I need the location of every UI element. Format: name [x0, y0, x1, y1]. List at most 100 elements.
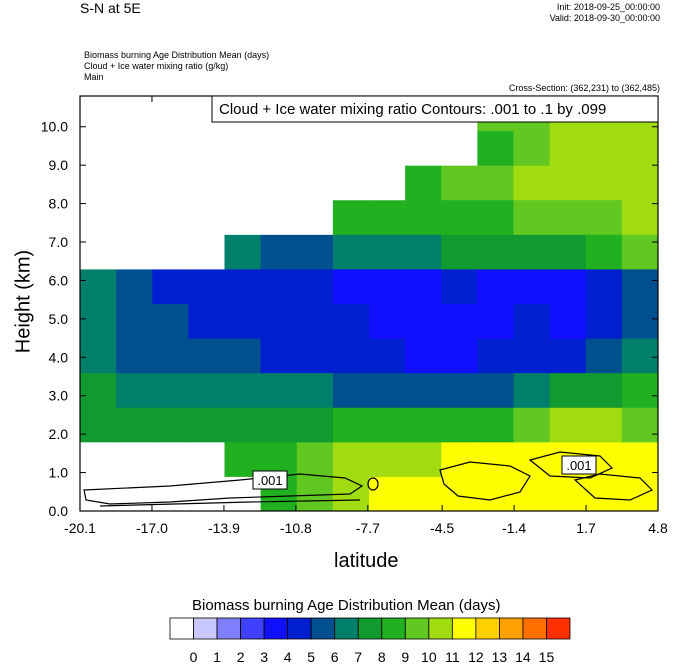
heatmap-cell: [152, 199, 189, 235]
colorbar-swatch: [428, 617, 453, 640]
colorbar-label: 8: [378, 649, 386, 665]
y-tick-label: 0.0: [49, 503, 69, 519]
heatmap-cell: [405, 476, 442, 512]
heatmap-cell: [369, 268, 406, 304]
heatmap-cell: [441, 338, 478, 374]
heatmap-cell: [585, 338, 623, 374]
heatmap-cell: [116, 441, 153, 477]
heatmap-cell: [116, 338, 153, 374]
heatmap-cell: [80, 372, 117, 408]
heatmap-cell: [369, 234, 406, 270]
y-tick-label: 1.0: [49, 465, 69, 481]
y-tick-label: 3.0: [49, 388, 69, 404]
heatmap-cell: [188, 441, 225, 477]
heatmap-cell: [80, 130, 117, 166]
colorbar-swatch: [475, 617, 500, 640]
heatmap-cell: [188, 234, 225, 270]
heatmap-cell: [260, 268, 298, 304]
heatmap-cell: [188, 303, 225, 339]
heatmap-cell: [116, 268, 153, 304]
x-tick-label: -7.7: [356, 520, 380, 536]
heatmap-cell: [549, 372, 587, 408]
contour-line: [573, 473, 654, 501]
heatmap-cell: [332, 165, 370, 201]
heatmap-cell: [549, 338, 587, 374]
heatmap-cell: [116, 199, 153, 235]
heatmap-cell: [441, 476, 478, 512]
colorbar-swatch: [381, 617, 406, 640]
heatmap-cell: [224, 165, 262, 201]
heatmap-cell: [369, 165, 406, 201]
heatmap-cell: [369, 199, 406, 235]
heatmap-cell: [585, 476, 623, 512]
heatmap-cell: [260, 130, 298, 166]
variable-line-1: Biomass burning Age Distribution Mean (d…: [84, 50, 270, 60]
heatmap-cell: [224, 372, 262, 408]
heatmap-cell: [477, 372, 514, 408]
heatmap-cell: [405, 441, 442, 477]
heatmap-cell: [405, 268, 442, 304]
heatmap-cell: [296, 407, 334, 443]
y-axis-label: Height (km): [12, 249, 35, 354]
heatmap-cell: [188, 199, 225, 235]
heatmap-cell: [116, 372, 153, 408]
heatmap-cell: [513, 338, 551, 374]
heatmap-cell: [188, 407, 225, 443]
heatmap-cell: [152, 165, 189, 201]
heatmap-cell: [405, 130, 442, 166]
heatmap-cell: [477, 441, 514, 477]
heatmap-cell: [441, 130, 478, 166]
y-tick-label: 7.0: [49, 234, 69, 250]
contour-line: [439, 461, 531, 501]
heatmap-cell: [152, 130, 189, 166]
heatmap-cell: [224, 303, 262, 339]
heatmap-cell: [152, 234, 189, 270]
colorbar-swatch: [169, 617, 194, 640]
heatmap-cell: [296, 199, 334, 235]
heatmap-cell: [296, 441, 334, 477]
colorbar-label: 7: [354, 649, 362, 665]
heatmap-cell: [585, 199, 623, 235]
colorbar-swatch: [404, 617, 430, 640]
heatmap-cell: [80, 441, 117, 477]
heatmap-cell: [621, 130, 659, 166]
y-tick-label: 8.0: [49, 196, 69, 212]
heatmap-cell: [513, 234, 551, 270]
heatmap-cell: [513, 303, 551, 339]
x-tick-label: 4.8: [648, 520, 668, 536]
colorbar-label: 13: [492, 649, 508, 665]
colorbar-title: Biomass burning Age Distribution Mean (d…: [192, 597, 501, 614]
heatmap-cell: [477, 303, 514, 339]
heatmap-cell: [441, 234, 478, 270]
heatmap-cell: [296, 130, 334, 166]
heatmap-cell: [513, 407, 551, 443]
heatmap-cell: [296, 165, 334, 201]
heatmap-cell: [441, 372, 478, 408]
heatmap-cell: [405, 165, 442, 201]
colorbar-label: 15: [539, 649, 555, 665]
heatmap-cell: [585, 165, 623, 201]
heatmap-cell: [477, 476, 514, 512]
contour-line: [367, 477, 379, 491]
heatmap-cell: [549, 303, 587, 339]
heatmap-cell: [585, 407, 623, 443]
colorbar-label: 14: [515, 649, 531, 665]
heatmap-cell: [513, 199, 551, 235]
colorbar-swatch: [546, 617, 571, 640]
heatmap-cell: [621, 372, 659, 408]
heatmap-cell: [188, 165, 225, 201]
heatmap-cell: [513, 268, 551, 304]
variable-line-2: Cloud + Ice water mixing ratio (g/kg): [84, 61, 229, 71]
heatmap-cell: [80, 165, 117, 201]
heatmap-cell: [405, 234, 442, 270]
heatmap-cell: [332, 303, 370, 339]
heatmap-cell: [441, 407, 478, 443]
heatmap-cell: [116, 130, 153, 166]
heatmap-cell: [116, 96, 153, 132]
heatmap-cell: [332, 268, 370, 304]
heatmap-cell: [585, 234, 623, 270]
heatmap-cell: [549, 234, 587, 270]
heatmap-cell: [296, 234, 334, 270]
heatmap-cell: [513, 476, 551, 512]
colorbar-swatch: [357, 617, 383, 640]
